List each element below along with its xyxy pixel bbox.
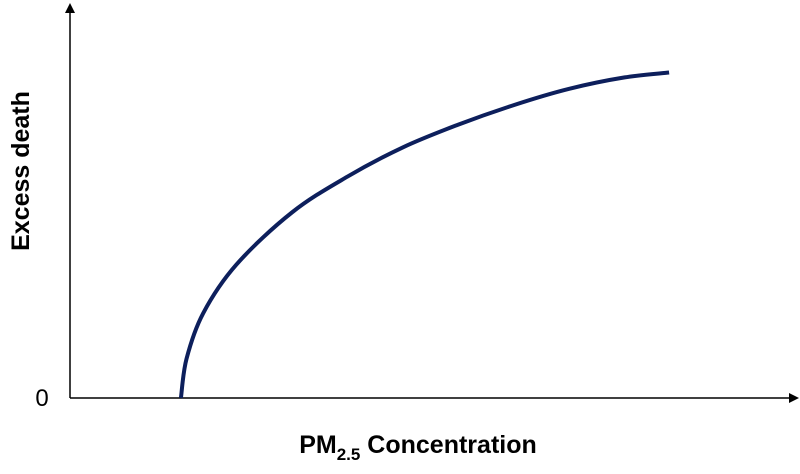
- x-axis-label-main: PM: [299, 431, 337, 459]
- x-axis-label-suffix: Concentration: [360, 431, 536, 459]
- y-axis-label: Excess death: [7, 91, 35, 251]
- x-axis-label: PM2.5 Concentration: [299, 431, 537, 464]
- y-tick-label: 0: [35, 385, 48, 412]
- x-axis-label-subscript: 2.5: [337, 445, 361, 464]
- series-line: [178, 70, 670, 399]
